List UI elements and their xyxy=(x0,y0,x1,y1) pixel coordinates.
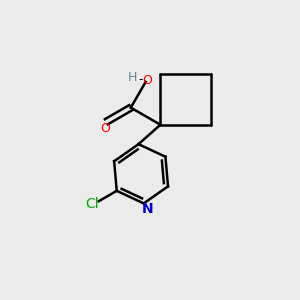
Text: O: O xyxy=(100,122,110,135)
Text: O: O xyxy=(142,74,152,87)
Text: -: - xyxy=(138,73,142,86)
Text: Cl: Cl xyxy=(85,196,99,211)
Text: H: H xyxy=(128,71,137,84)
Text: N: N xyxy=(141,202,153,216)
